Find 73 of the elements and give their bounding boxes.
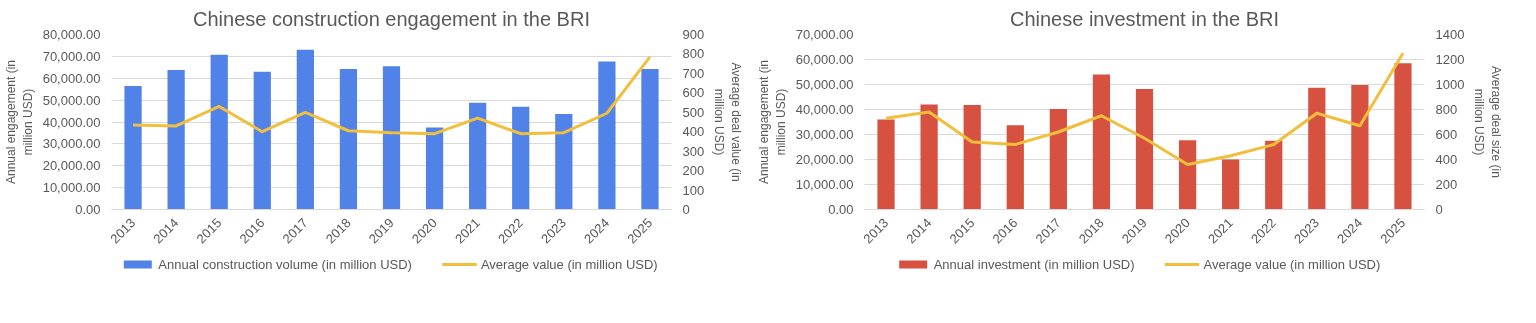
y2-axis-title: Average deal value (in million USD) — [712, 62, 743, 182]
y-tick-label: 40,000.00 — [42, 114, 101, 130]
bar — [1351, 85, 1369, 210]
y2-tick-label: 800 — [682, 46, 705, 62]
bar — [641, 69, 659, 210]
bar — [167, 69, 185, 210]
y2-tick-label: 900 — [682, 27, 705, 42]
bar — [512, 106, 530, 210]
y2-tick-label: 400 — [682, 124, 705, 140]
y-tick-label: 70,000.00 — [42, 48, 101, 64]
y-tick-label: 10,000.00 — [42, 180, 101, 196]
bar — [296, 49, 314, 210]
y-tick-label: 60,000.00 — [42, 70, 101, 86]
y-tick-label: 70,000.00 — [795, 27, 854, 42]
bar — [253, 71, 271, 210]
y-axis-title: Annual engagement (in million USD) — [756, 59, 788, 185]
y-tick-label: 20,000.00 — [795, 152, 854, 167]
y2-tick-label: 100 — [682, 182, 705, 198]
y2-tick-label: 1200 — [1435, 52, 1465, 67]
y2-tick-label: 400 — [1435, 152, 1458, 167]
legend-label: Annual investment (in million USD) — [933, 256, 1135, 272]
bar — [1006, 125, 1024, 210]
y-axis-title: Annual engagement (in million USD) — [3, 59, 35, 185]
y-tick-label: 0.00 — [828, 202, 854, 217]
bar — [210, 54, 228, 210]
y2-tick-label: 200 — [682, 163, 705, 179]
bar — [1394, 63, 1412, 210]
legend-label: Average value (in million USD) — [480, 256, 658, 272]
y-tick-label: 30,000.00 — [42, 136, 101, 152]
y-tick-label: 50,000.00 — [42, 92, 101, 108]
line-series — [131, 55, 652, 136]
bar — [598, 61, 616, 210]
y2-tick-label: 1400 — [1435, 27, 1465, 42]
y-tick-label: 20,000.00 — [42, 158, 101, 174]
bar — [963, 105, 981, 210]
legend-label: Annual construction volume (in million USD) — [158, 256, 412, 272]
bar — [425, 127, 444, 210]
bar — [339, 69, 358, 210]
bar — [555, 113, 573, 210]
y2-tick-label: 1000 — [1435, 77, 1465, 92]
bar — [124, 85, 142, 210]
bar — [920, 104, 938, 210]
y-tick-label: 0.00 — [75, 202, 101, 217]
y2-tick-label: 0 — [1435, 202, 1443, 217]
legend-label: Average value (in million USD) — [1203, 256, 1381, 272]
y2-tick-label: 200 — [1435, 177, 1458, 192]
y2-tick-label: 600 — [1435, 127, 1458, 142]
line-series — [884, 51, 1405, 166]
y-tick-label: 30,000.00 — [795, 127, 854, 142]
y2-tick-label: 300 — [682, 143, 705, 159]
y-tick-label: 10,000.00 — [795, 177, 854, 192]
bar — [877, 119, 895, 210]
chart-title: Chinese construction engagement in the BRI — [193, 7, 590, 30]
bar — [1222, 159, 1240, 210]
bar — [1308, 87, 1326, 210]
bar — [1049, 109, 1067, 210]
bar — [469, 102, 487, 210]
y2-tick-label: 700 — [682, 65, 705, 81]
bar — [1265, 140, 1283, 210]
chart-title: Chinese investment in the BRI — [1009, 7, 1280, 30]
y-tick-label: 60,000.00 — [795, 52, 854, 67]
bar — [382, 66, 401, 210]
y2-tick-label: 800 — [1435, 102, 1458, 117]
bar — [1092, 74, 1111, 210]
bar — [1178, 140, 1197, 210]
y2-tick-label: 600 — [682, 85, 705, 101]
y-tick-label: 80,000.00 — [42, 27, 101, 42]
y2-tick-label: 500 — [682, 104, 705, 120]
y2-tick-label: 0 — [682, 202, 690, 217]
bar — [1135, 89, 1154, 210]
y-tick-label: 50,000.00 — [795, 77, 854, 92]
y-tick-label: 40,000.00 — [795, 102, 854, 117]
y2-axis-title: Average deal size (in million USD) — [1472, 66, 1504, 178]
